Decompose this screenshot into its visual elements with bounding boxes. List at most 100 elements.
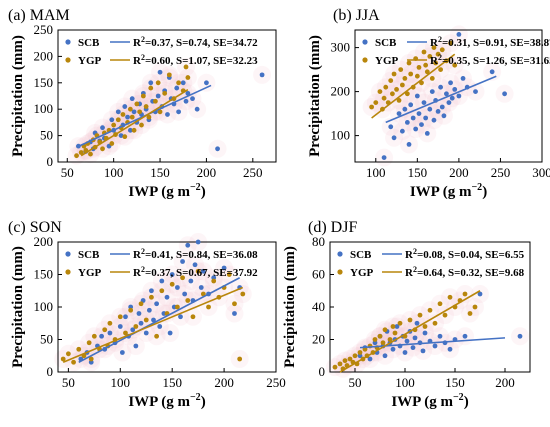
data-point-scb <box>143 330 149 336</box>
data-point-ygp <box>102 327 108 333</box>
data-point-scb <box>390 346 396 352</box>
data-point-scb <box>221 265 227 271</box>
data-point-scb <box>447 346 453 352</box>
data-point-scb <box>441 113 447 119</box>
data-point-scb <box>109 117 115 123</box>
x-tick-label: 50 <box>62 375 75 390</box>
data-point-scb <box>404 120 410 125</box>
data-point-ygp <box>157 109 163 115</box>
data-point-scb <box>439 104 445 110</box>
data-point-ygp <box>382 327 388 333</box>
data-point-ygp <box>149 294 154 300</box>
data-point-scb <box>185 242 191 248</box>
data-point-scb <box>446 100 452 105</box>
y-tick-label: 300 <box>331 40 351 55</box>
data-point-ygp <box>369 104 375 110</box>
legend-marker-scb <box>65 39 71 45</box>
data-point-ygp <box>390 91 395 97</box>
data-point-ygp <box>237 356 243 362</box>
data-point-ygp <box>447 294 453 300</box>
panel-2: 100 150 200 250 300 100 200 300 (b) JJA Precipita… <box>307 7 550 200</box>
data-point-scb <box>122 104 128 109</box>
data-point-scb <box>200 268 206 274</box>
data-point-scb <box>232 311 237 316</box>
data-point-scb <box>136 311 142 316</box>
data-point-ygp <box>396 98 402 103</box>
data-point-scb <box>517 333 523 339</box>
panel-title: (d) DJF <box>308 219 357 236</box>
legend-marker-ygp <box>65 57 71 63</box>
data-point-scb <box>198 285 204 290</box>
data-point-ygp <box>372 337 378 342</box>
data-point-ygp <box>185 298 191 303</box>
data-point-scb <box>410 115 416 121</box>
data-point-ygp <box>431 45 437 50</box>
data-point-ygp <box>397 320 403 326</box>
data-point-scb <box>460 76 466 81</box>
x-axis-label: IWP (g m−2) <box>410 182 487 200</box>
data-point-scb <box>190 96 195 102</box>
data-point-scb <box>462 333 468 339</box>
panel-title: (a) MAM <box>8 7 70 24</box>
data-point-scb <box>452 87 458 92</box>
data-point-ygp <box>60 356 66 362</box>
data-point-scb <box>195 239 201 245</box>
data-point-scb <box>204 80 209 86</box>
data-point-ygp <box>232 301 237 307</box>
legend-stats-scb: R2=0.08, S=0.04, SE=6.55 <box>405 247 525 261</box>
data-point-scb <box>404 338 410 344</box>
legend-stats-ygp: R2=0.35, S=1.26, SE=31.65 <box>430 53 550 67</box>
data-point-ygp <box>402 76 408 81</box>
data-point-ygp <box>467 311 473 316</box>
data-point-ygp <box>71 359 76 365</box>
y-tick-label: 20 <box>312 332 325 347</box>
data-point-ygp <box>352 353 358 359</box>
data-point-ygp <box>357 350 363 355</box>
data-point-ygp <box>438 67 444 72</box>
data-point-scb <box>419 122 424 127</box>
data-point-ygp <box>347 356 353 362</box>
data-point-ygp <box>433 60 439 66</box>
data-point-scb <box>382 353 388 359</box>
data-point-ygp <box>373 100 379 105</box>
data-point-scb <box>125 114 130 120</box>
data-point-scb <box>157 69 163 75</box>
data-point-scb <box>259 72 265 78</box>
data-point-scb <box>192 262 198 268</box>
y-tick-label: 80 <box>312 234 325 249</box>
data-point-scb <box>394 324 400 329</box>
data-point-ygp <box>377 89 383 94</box>
data-point-scb <box>438 84 444 90</box>
y-tick-label: 0 <box>47 154 54 169</box>
data-point-scb <box>423 115 429 121</box>
x-tick-label: 50 <box>349 375 362 390</box>
data-point-scb <box>149 288 154 294</box>
data-point-scb <box>165 112 170 117</box>
data-point-scb <box>185 90 191 96</box>
data-point-ygp <box>424 69 430 75</box>
data-point-scb <box>406 142 412 147</box>
data-point-ygp <box>427 307 433 313</box>
y-tick-label: 100 <box>34 101 54 116</box>
data-point-scb <box>421 100 427 105</box>
data-point-scb <box>414 93 420 99</box>
data-point-scb <box>422 330 428 336</box>
data-point-ygp <box>408 71 414 77</box>
x-tick-label: 50 <box>61 165 74 180</box>
y-tick-label: 0 <box>319 364 326 379</box>
fit-line-scb <box>385 75 497 124</box>
legend-stats-ygp: R2=0.37, S=0.67, SE=37.92 <box>133 265 258 279</box>
data-point-ygp <box>162 90 168 96</box>
x-axis-label: IWP (g m−2) <box>128 182 205 200</box>
legend-label-ygp: YGP <box>350 267 374 279</box>
axes-frame <box>57 29 277 163</box>
y-tick-label: 150 <box>34 75 54 90</box>
data-point-ygp <box>120 112 126 117</box>
data-point-scb <box>182 291 188 297</box>
data-point-ygp <box>155 80 161 86</box>
data-point-ygp <box>146 114 152 120</box>
data-point-scb <box>180 259 185 264</box>
legend-marker-scb <box>362 39 368 45</box>
